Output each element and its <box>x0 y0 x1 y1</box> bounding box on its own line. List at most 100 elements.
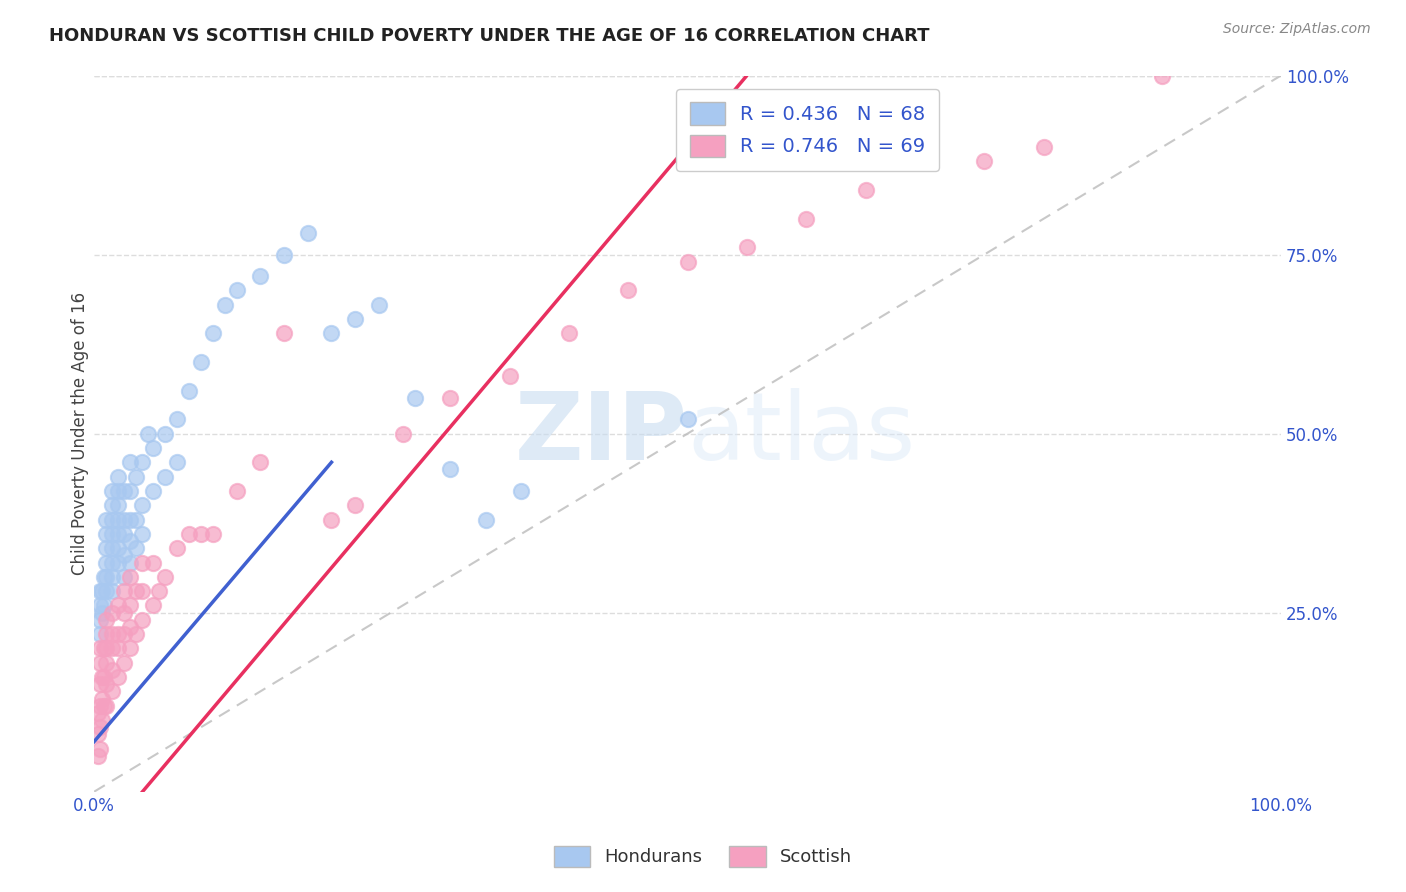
Text: Source: ZipAtlas.com: Source: ZipAtlas.com <box>1223 22 1371 37</box>
Point <box>94 512 117 526</box>
Legend: R = 0.436   N = 68, R = 0.746   N = 69: R = 0.436 N = 68, R = 0.746 N = 69 <box>676 89 939 170</box>
Point <box>107 556 129 570</box>
Point <box>142 556 165 570</box>
Point <box>344 498 367 512</box>
Point <box>101 570 124 584</box>
Point <box>101 606 124 620</box>
Text: HONDURAN VS SCOTTISH CHILD POVERTY UNDER THE AGE OF 16 CORRELATION CHART: HONDURAN VS SCOTTISH CHILD POVERTY UNDER… <box>49 27 929 45</box>
Point <box>94 677 117 691</box>
Point <box>735 240 758 254</box>
Point <box>131 556 153 570</box>
Point <box>93 641 115 656</box>
Point <box>118 534 141 549</box>
Point <box>676 254 699 268</box>
Point <box>94 570 117 584</box>
Legend: Hondurans, Scottish: Hondurans, Scottish <box>547 838 859 874</box>
Point <box>201 326 224 341</box>
Point <box>107 627 129 641</box>
Point <box>94 613 117 627</box>
Y-axis label: Child Poverty Under the Age of 16: Child Poverty Under the Age of 16 <box>72 292 89 575</box>
Point <box>131 498 153 512</box>
Point <box>155 426 177 441</box>
Point <box>142 441 165 455</box>
Point <box>101 556 124 570</box>
Point <box>107 527 129 541</box>
Point <box>112 549 135 563</box>
Point <box>107 670 129 684</box>
Point <box>225 284 247 298</box>
Point <box>297 226 319 240</box>
Point <box>101 663 124 677</box>
Point <box>249 268 271 283</box>
Point <box>118 599 141 613</box>
Point <box>617 284 640 298</box>
Point <box>112 527 135 541</box>
Point <box>89 599 111 613</box>
Point <box>91 713 114 727</box>
Point <box>89 698 111 713</box>
Point <box>101 641 124 656</box>
Point <box>94 584 117 599</box>
Point <box>86 748 108 763</box>
Point <box>107 512 129 526</box>
Point <box>101 498 124 512</box>
Point <box>914 154 936 169</box>
Point <box>177 527 200 541</box>
Point <box>112 606 135 620</box>
Point <box>94 541 117 556</box>
Point <box>166 412 188 426</box>
Point <box>404 391 426 405</box>
Point <box>118 483 141 498</box>
Point <box>94 641 117 656</box>
Text: ZIP: ZIP <box>515 388 688 480</box>
Point <box>91 584 114 599</box>
Point <box>101 527 124 541</box>
Point <box>112 512 135 526</box>
Point <box>131 584 153 599</box>
Point <box>177 384 200 398</box>
Point <box>201 527 224 541</box>
Point <box>89 627 111 641</box>
Point <box>101 512 124 526</box>
Point <box>118 512 141 526</box>
Point <box>107 599 129 613</box>
Point <box>107 483 129 498</box>
Point <box>321 326 343 341</box>
Point <box>131 613 153 627</box>
Point <box>131 455 153 469</box>
Point <box>439 462 461 476</box>
Point <box>118 641 141 656</box>
Point <box>498 369 520 384</box>
Point <box>94 527 117 541</box>
Point <box>94 698 117 713</box>
Point <box>112 570 135 584</box>
Point <box>676 412 699 426</box>
Point <box>112 627 135 641</box>
Point <box>973 154 995 169</box>
Point <box>249 455 271 469</box>
Point <box>391 426 413 441</box>
Point <box>142 483 165 498</box>
Point <box>273 326 295 341</box>
Point <box>214 298 236 312</box>
Point <box>107 541 129 556</box>
Point <box>118 570 141 584</box>
Point <box>155 570 177 584</box>
Point <box>225 483 247 498</box>
Point <box>475 512 498 526</box>
Point <box>155 469 177 483</box>
Point <box>118 556 141 570</box>
Point <box>190 527 212 541</box>
Point <box>94 556 117 570</box>
Point <box>101 483 124 498</box>
Point <box>112 483 135 498</box>
Point <box>1152 69 1174 83</box>
Point <box>855 183 877 197</box>
Point <box>190 355 212 369</box>
Point <box>86 727 108 741</box>
Point <box>107 641 129 656</box>
Point <box>124 541 146 556</box>
Point <box>93 698 115 713</box>
Point <box>558 326 581 341</box>
Point <box>89 656 111 670</box>
